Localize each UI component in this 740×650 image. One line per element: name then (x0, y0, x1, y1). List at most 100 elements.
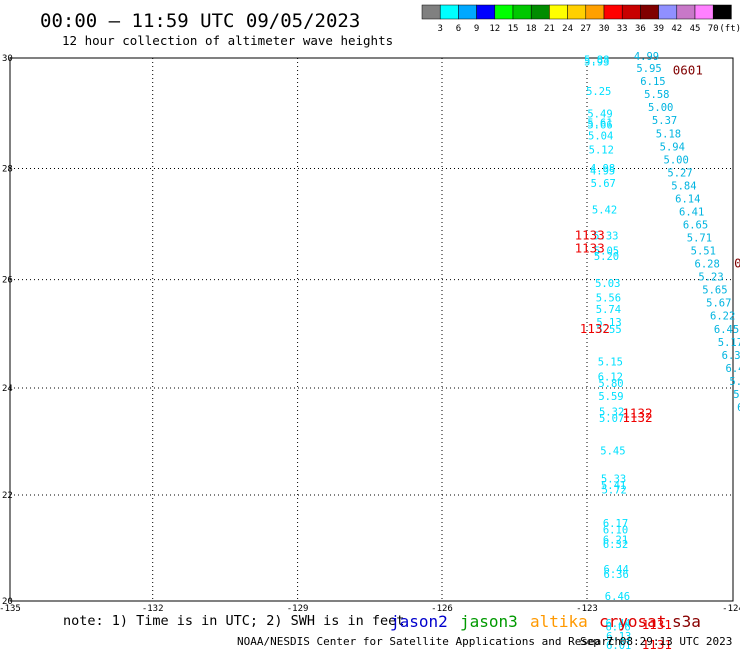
wave-height-value: 5.59 (598, 391, 623, 403)
wave-height-value: 5.93 (584, 57, 609, 69)
wave-height-value: 5.15 (598, 356, 623, 368)
plot-frame (9, 57, 734, 602)
wave-height-value: 5.72 (602, 484, 627, 496)
scale-label: 15 (508, 24, 519, 34)
x-tick-label: -132 (142, 604, 164, 614)
wave-height-value: 6.44 (604, 564, 629, 576)
scale-swatch (640, 4, 659, 20)
scale-swatch (549, 4, 568, 20)
wave-height-value: 5.27 (667, 167, 692, 179)
scale-swatch (512, 4, 532, 20)
scale-swatch (658, 4, 678, 20)
pass-time-label: 1133 (575, 227, 605, 242)
wave-height-value: 6.36 (604, 569, 629, 581)
scale-swatch (421, 4, 441, 20)
x-tick-label: -124 (722, 604, 740, 614)
wave-height-value: 6.01 (606, 640, 631, 650)
wave-height-value: 5.51 (691, 246, 716, 258)
scale-swatch (676, 4, 696, 20)
x-tick-label: -135 (0, 604, 21, 614)
x-tick-label: -123 (576, 604, 598, 614)
wave-height-value: 5.49 (587, 109, 612, 121)
wave-height-value: 5.94 (660, 141, 685, 153)
wave-height-value: 5.88 (584, 54, 609, 66)
wave-height-value: 5.67 (591, 178, 616, 190)
scale-label: 39 (653, 24, 664, 34)
wave-height-value: 6.12 (598, 372, 623, 384)
scale-label: 3 (437, 24, 442, 34)
scale-label: 45 (690, 24, 701, 34)
wave-height-value: 6.41 (679, 206, 704, 218)
satellite-legend: jason2 jason3 altika cryosat s3a (390, 612, 701, 631)
scale-label: 70 (708, 24, 719, 34)
wave-height-value: 5.03 (595, 278, 620, 290)
scale-unit: (ft) (719, 24, 740, 34)
pass-time-label: 1132 (622, 405, 652, 420)
wave-height-value: 5.25 (586, 86, 611, 98)
grid-lines (10, 58, 733, 601)
wave-height-value: 5.32 (599, 406, 624, 418)
wave-height-value: 6.65 (683, 220, 708, 232)
wave-height-value: 5.05 (594, 246, 619, 258)
wave-height-value: 5.61 (587, 117, 612, 129)
wave-height-value: 6.46 (605, 591, 630, 603)
scale-swatch (712, 4, 732, 20)
scale-swatch (530, 4, 550, 20)
pass-time-label: 0601 (673, 62, 703, 77)
footer-note: note: 1) Time is in UTC; 2) SWH is in fe… (63, 613, 404, 629)
wave-height-value: 5.07 (599, 413, 624, 425)
scale-label: 6 (456, 24, 461, 34)
wave-height-value: 4.95 (590, 166, 615, 178)
y-tick-label: 22 (2, 491, 13, 501)
wave-height-value: 5.37 (652, 115, 677, 127)
wave-height-value: 5.95 (636, 63, 661, 75)
wave-height-value: 5.65 (702, 285, 727, 297)
x-tick-label: -126 (431, 604, 453, 614)
wave-height-value: 6.22 (710, 311, 735, 323)
scale-swatch (585, 4, 605, 20)
satellite-altika: altika (530, 612, 588, 631)
wave-height-value: 5.66 (587, 120, 612, 132)
satellite-cryosat: cryosat (599, 612, 666, 631)
wave-height-value: 4.98 (590, 163, 615, 175)
wave-height-value: 5.74 (596, 304, 621, 316)
x-tick-label: -129 (287, 604, 309, 614)
scale-swatch (476, 4, 496, 20)
wave-height-value: 5.42 (592, 204, 617, 216)
y-tick-label: 24 (2, 384, 13, 394)
satellite-jason3: jason3 (460, 612, 518, 631)
wave-height-value: 4.99 (634, 51, 659, 63)
wave-height-value: 5.00 (664, 154, 689, 166)
wave-height-value: 5.45 (600, 445, 625, 457)
wave-height-value: 6.17 (603, 518, 628, 530)
scale-swatch (458, 4, 477, 20)
scale-swatch (567, 4, 587, 20)
scale-label: 9 (474, 24, 479, 34)
pass-time-label: 1131 (642, 617, 672, 632)
chart-subtitle: 12 hour collection of altimeter wave hei… (62, 33, 393, 48)
satellite-jason2: jason2 (390, 612, 448, 631)
wave-height-value: 5.71 (687, 233, 712, 245)
y-tick-label: 30 (2, 54, 13, 64)
wave-height-value: 6.14 (675, 193, 700, 205)
wave-height-values: 5.885.93 5.25 5.495.615.665.04 5.12 4.984.95… (584, 51, 740, 650)
wave-height-value: 5.17 (718, 337, 740, 349)
wave-height-value: 6.10 (603, 525, 628, 537)
pass-time-label: 0600 (734, 256, 740, 271)
scale-swatch (603, 4, 623, 20)
wave-height-value: 5.00 (648, 102, 673, 114)
scale-label: 27 (580, 24, 591, 34)
y-tick-label: 20 (2, 597, 13, 607)
wave-height-color-scale: 3 6 9 12 15 18 21 24 27 30 33 36 39 42 45 70 (ft) (421, 4, 740, 34)
x-tick-labels: -135 -132 -129 -126 -123 -124 (0, 604, 740, 614)
wave-height-value: 6.31 (722, 350, 740, 362)
pass-time-label: 1132 (580, 321, 610, 336)
wave-height-value: 6.28 (695, 259, 720, 271)
scale-label: 33 (617, 24, 628, 34)
pass-time-labels: 0601060005590558113311331132113211321131… (575, 62, 740, 650)
wave-height-value: 5.18 (656, 128, 681, 140)
wave-height-value: 6.21 (603, 534, 628, 546)
wave-height-value: 5.13 (596, 317, 621, 329)
footer-credit: NOAA/NESDIS Center for Satellite Applica… (237, 635, 621, 648)
